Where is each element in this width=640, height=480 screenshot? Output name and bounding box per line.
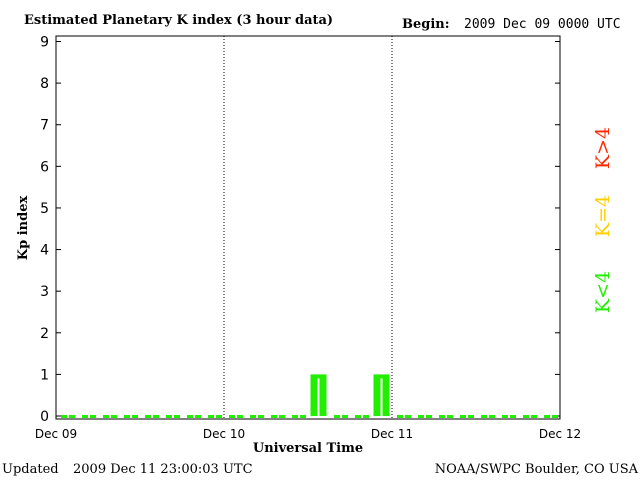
kp-bar-zero	[145, 415, 151, 418]
source-credit: NOAA/SWPC Boulder, CO USA	[435, 462, 639, 477]
begin-label: Begin:	[402, 17, 450, 32]
kp-bar-zero	[237, 415, 243, 418]
legend-k-below-4: K<4	[592, 271, 614, 313]
plot-frame	[55, 35, 561, 420]
x-axis-ticks: Dec 09 Dec 10 Dec 11 Dec 12	[35, 427, 581, 441]
kp-bar-zero	[531, 415, 537, 418]
kp-bar-zero	[300, 415, 306, 418]
updated-value: 2009 Dec 11 23:00:03 UTC	[73, 462, 253, 477]
kp-bar-zero	[544, 415, 550, 418]
y-tick-label: 7	[40, 118, 49, 134]
kp-bar-zero	[418, 415, 424, 418]
y-tick-label: 9	[40, 35, 49, 51]
kp-bar-zero	[187, 415, 193, 418]
legend-k-above-4: K>4	[592, 127, 614, 169]
kp-bar-notch	[380, 378, 383, 416]
y-tick-label: 2	[40, 326, 49, 342]
kp-bar-zero	[502, 415, 508, 418]
kp-bar-notch	[317, 378, 320, 416]
kp-bar-zero	[132, 415, 138, 418]
kp-bar-zero	[342, 415, 348, 418]
kp-bar-zero	[468, 415, 474, 418]
kp-bars	[61, 374, 558, 418]
kp-bar-zero	[292, 415, 298, 418]
kp-bar-zero	[229, 415, 235, 418]
kp-bar-zero	[174, 415, 180, 418]
kp-bar-zero	[124, 415, 130, 418]
y-tick-label: 8	[40, 76, 49, 92]
x-tick-label: Dec 11	[371, 427, 413, 441]
y-tick-label: 6	[40, 159, 49, 175]
y-tick-label: 1	[40, 367, 49, 383]
updated-label: Updated	[2, 462, 59, 477]
kp-bar-zero	[69, 415, 75, 418]
kp-bar-zero	[552, 415, 558, 418]
kp-bar-zero	[447, 415, 453, 418]
kp-bar-zero	[489, 415, 495, 418]
day-dividers	[223, 36, 393, 419]
kp-bar-zero	[363, 415, 369, 418]
y-tick-label: 0	[40, 409, 49, 425]
legend-k-equal-4: K=4	[592, 195, 614, 237]
kp-bar-zero	[258, 415, 264, 418]
kp-bar-zero	[439, 415, 445, 418]
kp-bar-zero	[460, 415, 466, 418]
kp-bar-zero	[208, 415, 214, 418]
begin-value: 2009 Dec 09 0000 UTC	[464, 17, 621, 32]
kp-bar-zero	[510, 415, 516, 418]
y-axis-label: Kp index	[16, 196, 31, 261]
x-tick-label: Dec 09	[35, 427, 77, 441]
kp-bar-zero	[523, 415, 529, 418]
y-axis-ticks: 0 1 2 3 4 5 6 7 8 9	[40, 35, 560, 425]
kp-bar-zero	[397, 415, 403, 418]
chart-title: Estimated Planetary K index (3 hour data…	[24, 13, 333, 28]
x-axis-label: Universal Time	[253, 441, 363, 456]
kp-bar-zero	[111, 415, 117, 418]
kp-bar-zero	[153, 415, 159, 418]
kp-bar-zero	[90, 415, 96, 418]
kp-bar-zero	[271, 415, 277, 418]
kp-bar-zero	[103, 415, 109, 418]
kp-bar-zero	[334, 415, 340, 418]
kp-bar-zero	[166, 415, 172, 418]
y-tick-label: 4	[40, 243, 49, 259]
kp-bar-zero	[405, 415, 411, 418]
y-tick-label: 3	[40, 284, 49, 300]
x-tick-label: Dec 10	[203, 427, 245, 441]
kp-bar-zero	[481, 415, 487, 418]
y-tick-label: 5	[40, 201, 49, 217]
x-tick-label: Dec 12	[539, 427, 581, 441]
kp-bar-zero	[355, 415, 361, 418]
kp-bar-zero	[82, 415, 88, 418]
kp-bar-zero	[426, 415, 432, 418]
kp-bar-zero	[250, 415, 256, 418]
kp-bar-zero	[195, 415, 201, 418]
kp-bar-zero	[216, 415, 222, 418]
kp-bar-zero	[279, 415, 285, 418]
kp-bar-zero	[61, 415, 67, 418]
